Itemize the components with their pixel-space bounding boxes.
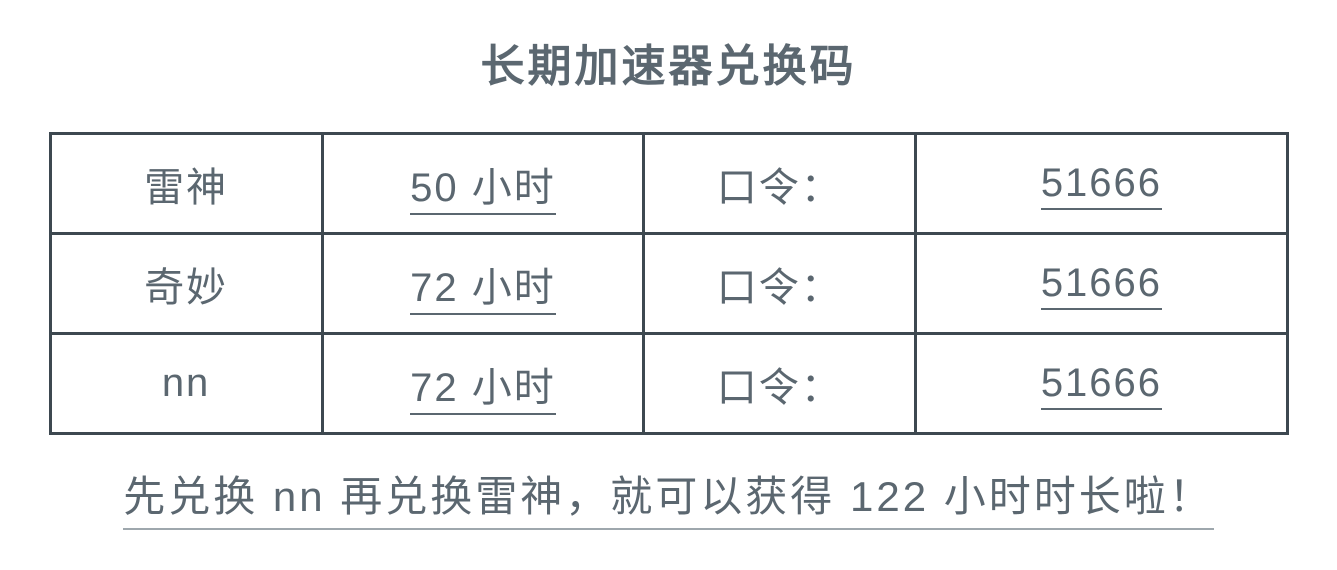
cell-duration: 50 小时	[322, 134, 644, 234]
cell-label: 口令：	[644, 334, 916, 434]
footer-note: 先兑换 nn 再兑换雷神，就可以获得 122 小时时长啦！	[123, 463, 1213, 530]
duration-text: 72 小时	[410, 266, 556, 315]
cell-code: 51666	[916, 334, 1287, 434]
cell-code: 51666	[916, 134, 1287, 234]
cell-label: 口令：	[644, 134, 916, 234]
table-row: 雷神 50 小时 口令： 51666	[50, 134, 1287, 234]
duration-text: 72 小时	[410, 366, 556, 415]
code-text: 51666	[1041, 161, 1162, 210]
cell-name: 奇妙	[50, 234, 322, 334]
page-title: 长期加速器兑换码	[481, 30, 857, 94]
code-text: 51666	[1041, 261, 1162, 310]
cell-duration: 72 小时	[322, 334, 644, 434]
redeem-codes-table: 雷神 50 小时 口令： 51666 奇妙 72 小时 口令： 51666 nn…	[49, 132, 1289, 435]
cell-code: 51666	[916, 234, 1287, 334]
cell-label: 口令：	[644, 234, 916, 334]
cell-name: 雷神	[50, 134, 322, 234]
table-row: 奇妙 72 小时 口令： 51666	[50, 234, 1287, 334]
duration-text: 50 小时	[410, 166, 556, 215]
code-text: 51666	[1041, 361, 1162, 410]
cell-duration: 72 小时	[322, 234, 644, 334]
table-row: nn 72 小时 口令： 51666	[50, 334, 1287, 434]
cell-name: nn	[50, 334, 322, 434]
